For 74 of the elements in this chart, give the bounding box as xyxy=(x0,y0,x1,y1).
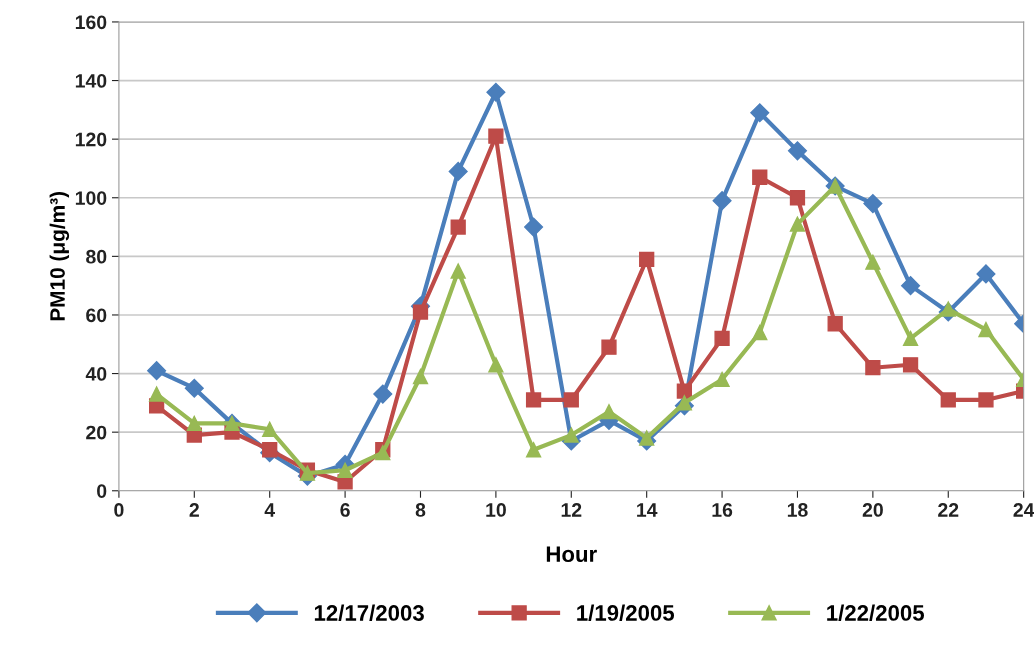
y-tick-label: 100 xyxy=(75,191,107,205)
legend-label: 1/22/2005 xyxy=(827,604,925,622)
point xyxy=(901,276,921,296)
point xyxy=(714,371,730,388)
x-tick-label: 4 xyxy=(264,503,275,517)
x-tick-label: 2 xyxy=(189,503,199,517)
point xyxy=(184,378,204,398)
point xyxy=(712,191,732,211)
y-tick-label: 60 xyxy=(86,308,107,323)
point xyxy=(902,357,919,373)
point xyxy=(525,392,542,408)
x-tick-label: 24 xyxy=(1013,503,1034,517)
y-tick-label: 120 xyxy=(75,132,107,147)
point xyxy=(337,462,353,478)
point xyxy=(978,392,994,408)
point xyxy=(752,169,768,185)
y-tick-label: 20 xyxy=(86,425,107,440)
point xyxy=(865,360,881,376)
x-tick-label: 22 xyxy=(938,503,959,517)
point xyxy=(148,386,165,402)
point xyxy=(752,324,768,341)
point xyxy=(827,316,843,332)
point xyxy=(488,128,504,144)
point xyxy=(789,190,806,206)
x-tick-label: 18 xyxy=(787,503,808,517)
point xyxy=(863,194,883,214)
point xyxy=(865,254,881,270)
point xyxy=(676,395,693,411)
point xyxy=(525,442,542,458)
point xyxy=(186,415,202,432)
x-tick-label: 16 xyxy=(712,503,733,517)
point xyxy=(976,264,996,284)
point xyxy=(940,301,956,317)
x-tick-label: 20 xyxy=(862,503,883,517)
point xyxy=(373,384,393,404)
y-axis-title: PM10 (μg/m³) xyxy=(49,191,70,321)
point xyxy=(448,161,468,181)
point xyxy=(978,321,994,338)
point xyxy=(601,339,617,355)
point xyxy=(639,430,655,446)
y-tick-label: 0 xyxy=(97,484,107,499)
x-tick-label: 10 xyxy=(486,503,506,517)
point xyxy=(714,330,730,347)
point xyxy=(750,103,770,123)
y-tick-label: 80 xyxy=(86,249,107,264)
point xyxy=(563,392,579,408)
x-tick-label: 12 xyxy=(561,503,582,517)
point xyxy=(940,392,956,408)
point xyxy=(486,82,506,102)
point xyxy=(601,404,617,420)
point xyxy=(412,304,429,320)
point xyxy=(488,357,504,373)
x-tick-label: 0 xyxy=(114,503,124,517)
point xyxy=(524,217,544,237)
point xyxy=(262,442,278,458)
x-tick-label: 8 xyxy=(415,503,426,517)
x-tick-label: 6 xyxy=(340,503,350,517)
point xyxy=(787,141,808,161)
point xyxy=(789,216,806,232)
legend-label: 12/17/2003 xyxy=(314,604,424,622)
x-tick-label: 14 xyxy=(637,503,658,517)
x-axis-title: Hour xyxy=(546,546,597,563)
point xyxy=(412,368,429,385)
legend-label: 1/19/2005 xyxy=(577,604,675,622)
y-tick-label: 140 xyxy=(75,74,107,88)
point xyxy=(262,421,278,437)
y-tick-label: 40 xyxy=(85,367,107,381)
point xyxy=(147,361,167,381)
point xyxy=(450,219,466,235)
point xyxy=(450,263,466,279)
point xyxy=(563,427,579,443)
point xyxy=(639,251,655,267)
y-tick-label: 160 xyxy=(75,15,107,30)
point xyxy=(902,330,919,347)
